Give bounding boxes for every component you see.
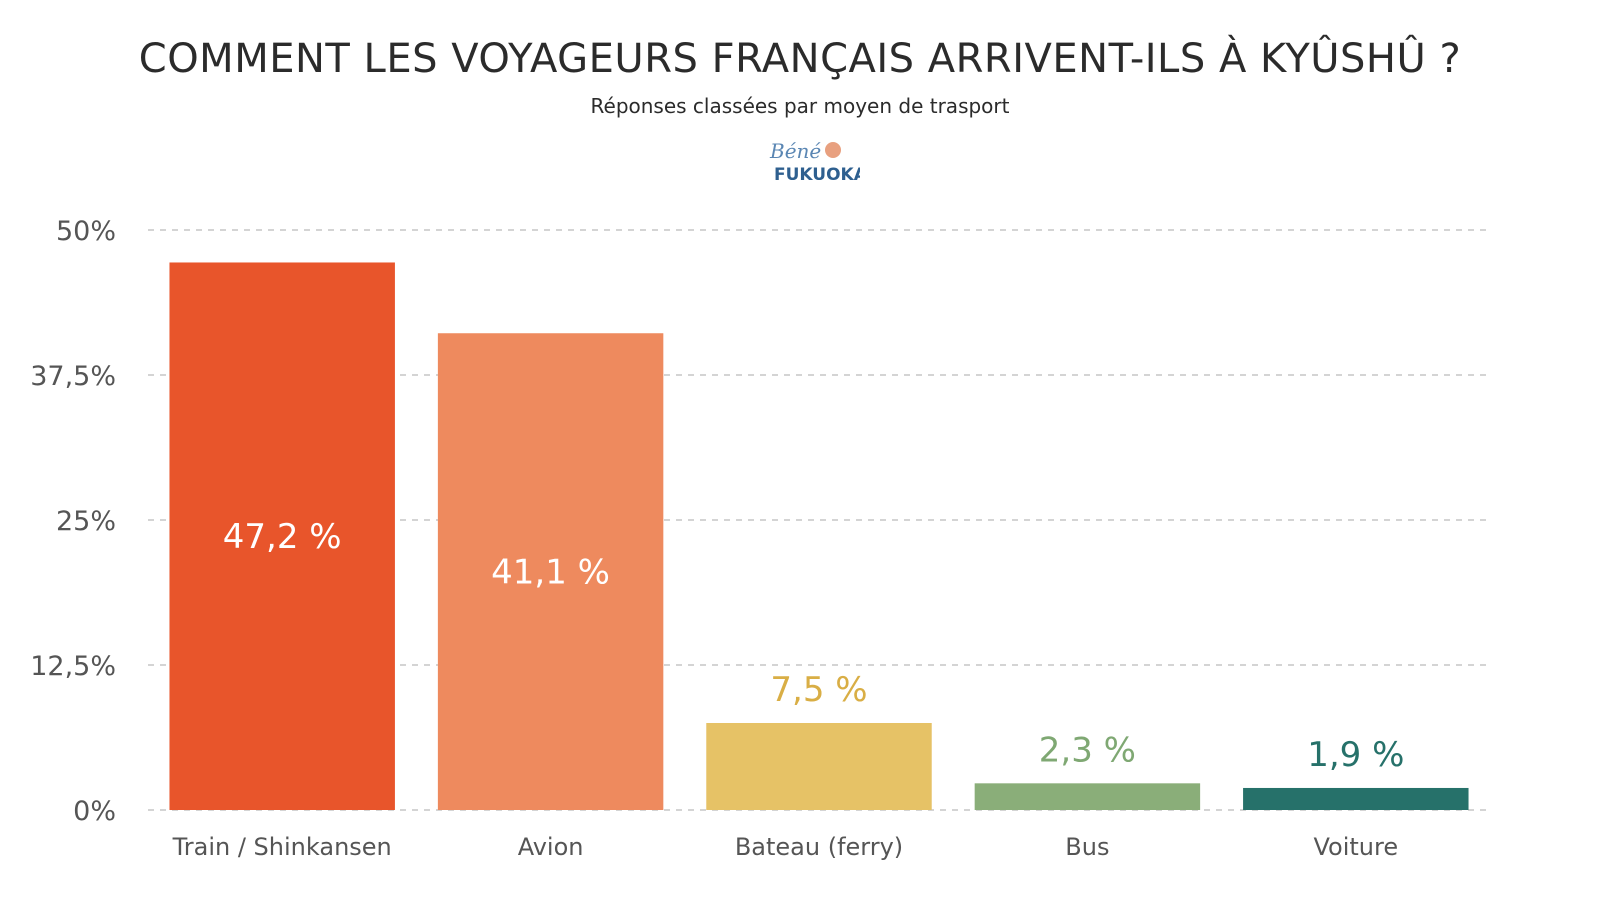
x-axis-labels: Train / Shinkansen Avion Bateau (ferry) Bus… xyxy=(172,833,1398,861)
y-axis-ticks: 0% 12,5% 25% 37,5% 50% xyxy=(30,216,116,827)
x-tick-label: Avion xyxy=(518,833,584,861)
value-labels: 47,2 % 41,1 % 7,5 % 2,3 % 1,9 % xyxy=(223,517,1405,775)
x-tick-label: Train / Shinkansen xyxy=(172,833,392,861)
chart-subtitle: Réponses classées par moyen de trasport xyxy=(590,94,1010,118)
y-tick-label: 50% xyxy=(56,216,116,247)
chart-title: COMMENT LES VOYAGEURS FRANÇAIS ARRIVENT-… xyxy=(138,36,1462,82)
data-label: 41,1 % xyxy=(491,553,610,593)
bar xyxy=(706,723,932,810)
x-tick-label: Bus xyxy=(1065,833,1109,861)
x-tick-label: Voiture xyxy=(1313,833,1398,861)
data-label: 47,2 % xyxy=(223,517,342,557)
bar xyxy=(437,333,664,810)
y-tick-label: 0% xyxy=(73,796,116,827)
bars xyxy=(169,262,1469,811)
y-tick-label: 25% xyxy=(56,506,116,537)
x-tick-label: Bateau (ferry) xyxy=(735,833,903,861)
y-tick-label: 12,5% xyxy=(30,651,116,682)
bar xyxy=(169,262,395,811)
data-label: 7,5 % xyxy=(770,670,867,710)
y-tick-label: 37,5% xyxy=(30,361,116,392)
bene-fukuoka-logo: Béné FUKUOKA! xyxy=(769,139,860,185)
logo-line1: Béné xyxy=(769,139,821,163)
bar xyxy=(974,783,1201,810)
logo-circle xyxy=(825,142,841,158)
data-label: 2,3 % xyxy=(1039,730,1136,770)
bar xyxy=(1243,787,1469,810)
data-label: 1,9 % xyxy=(1307,735,1404,775)
logo-line2: FUKUOKA! xyxy=(774,165,860,185)
